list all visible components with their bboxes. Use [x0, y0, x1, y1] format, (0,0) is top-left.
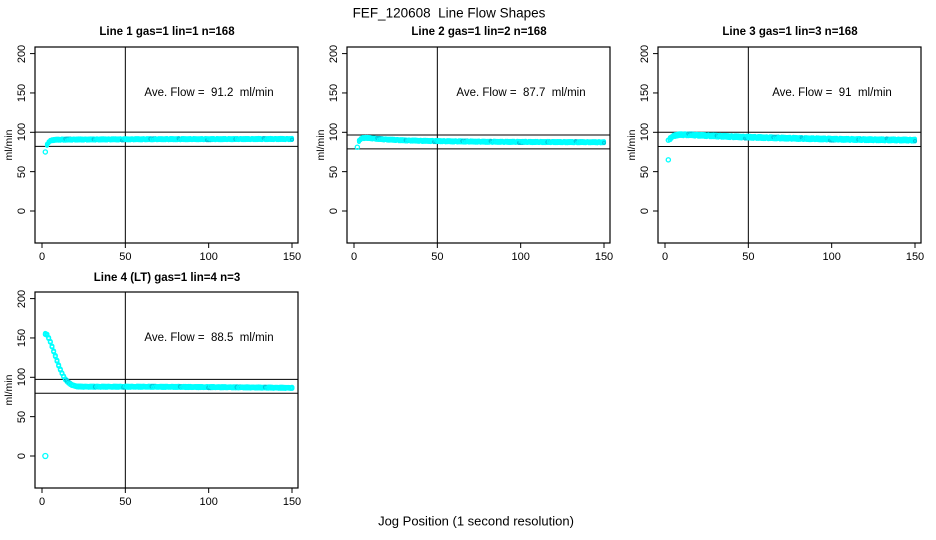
tick-label: 200 — [16, 289, 28, 308]
tick-label: 100 — [822, 251, 841, 263]
tick-label: 0 — [350, 251, 358, 263]
tick-label: 100 — [639, 123, 651, 142]
tick-label: 50 — [16, 165, 28, 178]
tick-label: 0 — [328, 207, 340, 215]
tick-label: 150 — [282, 251, 302, 263]
tick-label: 200 — [328, 44, 340, 63]
data-point — [289, 384, 295, 390]
tick-label: 100 — [199, 251, 218, 263]
tick-label: 0 — [38, 251, 46, 263]
data-point — [289, 135, 295, 141]
panel-1-ave-flow-label: Ave. Flow = 91.2 ml/min — [144, 87, 274, 99]
tick-label: 150 — [594, 251, 614, 263]
tick-label: 150 — [16, 328, 28, 348]
data-point — [354, 144, 361, 151]
plot-box — [346, 46, 611, 244]
panel-4-title: Line 4 (LT) gas=1 lin=4 n=3 — [93, 272, 241, 284]
tick-label: 200 — [639, 44, 651, 63]
tick-label: 0 — [16, 207, 28, 215]
data-point — [601, 139, 607, 144]
panel-3-title: Line 3 gas=1 lin=3 n=168 — [722, 26, 858, 38]
tick-label: 200 — [16, 44, 28, 63]
panel-1-y-axis-label: ml/min — [3, 129, 15, 161]
tick-label: 100 — [16, 123, 28, 142]
tick-label: 0 — [639, 207, 651, 215]
plot-box — [34, 46, 299, 244]
plot-box — [657, 46, 922, 244]
panel-1-title: Line 1 gas=1 lin=1 n=168 — [99, 26, 235, 38]
data-point — [912, 136, 918, 141]
tick-label: 50 — [119, 251, 132, 263]
panel-4-ave-flow-label: Ave. Flow = 88.5 ml/min — [144, 332, 274, 344]
tick-label: 50 — [119, 496, 132, 508]
tick-label: 100 — [511, 251, 530, 263]
tick-label: 50 — [328, 165, 340, 178]
tick-label: 100 — [328, 123, 340, 142]
panel-3-y-axis-label: ml/min — [626, 129, 638, 161]
panel-3-ave-flow-label: Ave. Flow = 91 ml/min — [772, 87, 892, 99]
panel-2-ave-flow-label: Ave. Flow = 87.7 ml/min — [456, 87, 586, 99]
data-point — [601, 140, 607, 145]
tick-label: 0 — [16, 452, 28, 460]
tick-label: 50 — [16, 410, 28, 423]
tick-label: 50 — [639, 165, 651, 178]
tick-label: 50 — [431, 251, 444, 263]
tick-label: 150 — [639, 83, 651, 103]
tick-label: 0 — [38, 496, 46, 508]
tick-label: 150 — [16, 83, 28, 103]
tick-label: 150 — [282, 496, 302, 508]
data-point — [289, 137, 295, 142]
data-point — [52, 352, 58, 358]
tick-label: 0 — [661, 251, 669, 263]
data-point — [912, 138, 918, 144]
data-point — [42, 149, 49, 155]
panel-4-y-axis-label: ml/min — [3, 374, 15, 406]
tick-label: 100 — [199, 496, 218, 508]
figure-title: FEF_120608 Line Flow Shapes — [352, 5, 546, 21]
data-point — [42, 452, 49, 460]
tick-label: 100 — [16, 368, 28, 387]
tick-label: 150 — [905, 251, 925, 263]
tick-label: 150 — [328, 83, 340, 103]
plot-box — [34, 291, 299, 489]
x-axis-title: Jog Position (1 second resolution) — [378, 513, 574, 529]
data-point — [49, 343, 55, 349]
data-point — [56, 362, 62, 368]
tick-label: 50 — [742, 251, 755, 263]
data-point — [665, 157, 672, 163]
panel-2-title: Line 2 gas=1 lin=2 n=168 — [411, 26, 547, 38]
data-point — [47, 339, 53, 345]
panel-2-y-axis-label: ml/min — [315, 129, 327, 161]
